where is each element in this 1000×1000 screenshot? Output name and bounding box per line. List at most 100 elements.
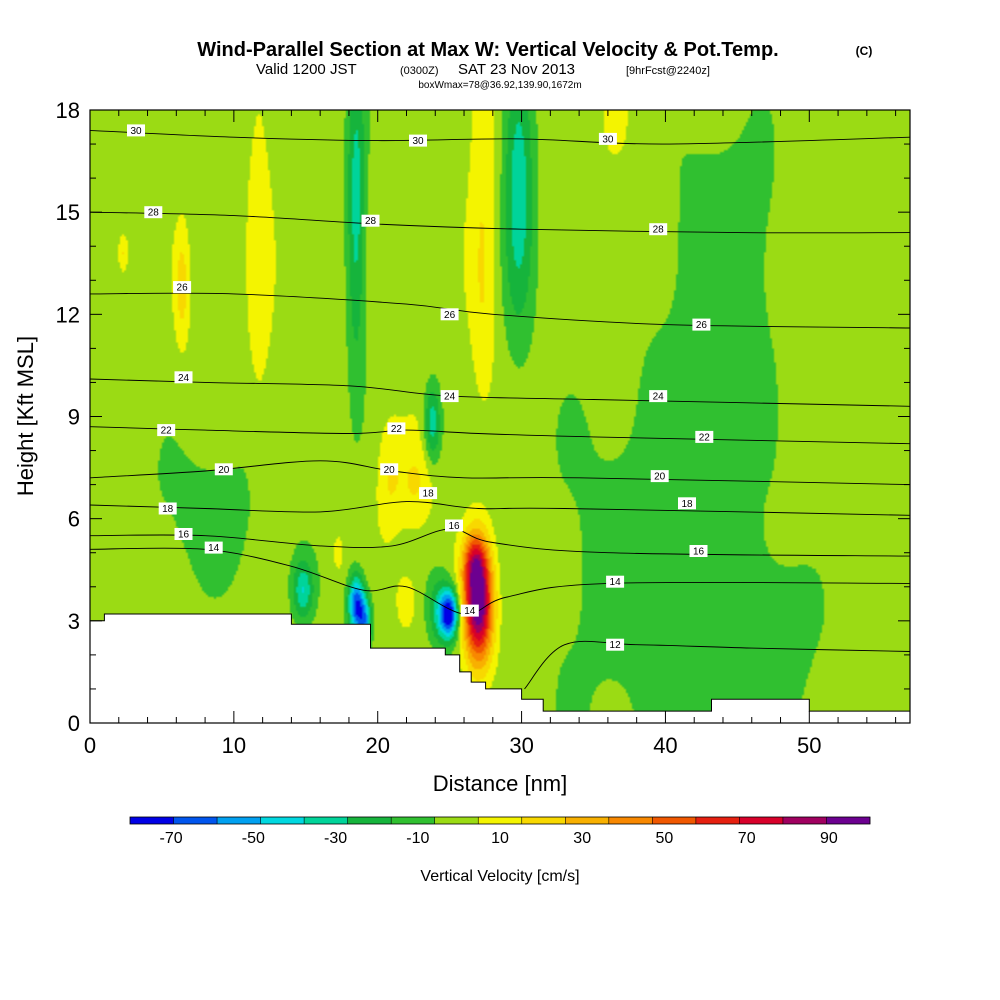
- theta-contour-label: 12: [606, 638, 625, 651]
- colorbar-swatch: [608, 817, 653, 824]
- theta-label-box: [650, 470, 669, 483]
- theta-label-box: [174, 371, 193, 384]
- chart-title-mark: (C): [856, 44, 873, 58]
- colorbar-swatch: [347, 817, 392, 824]
- theta-label-box: [144, 206, 163, 219]
- theta-label-text: 20: [384, 465, 396, 476]
- theta-label-text: 12: [610, 640, 622, 651]
- theta-label-box: [419, 487, 438, 500]
- theta-contour-label: 22: [157, 424, 176, 437]
- theta-contour-label: 18: [158, 502, 177, 515]
- theta-label-text: 28: [365, 216, 377, 227]
- theta-contour-label: 26: [692, 318, 711, 331]
- theta-contour-label: 18: [419, 487, 438, 500]
- theta-contour-label: 24: [440, 390, 459, 403]
- theta-label-box: [678, 497, 696, 510]
- theta-contour-labels: 30 30 30 28 28 28 26 26 26 24 24 24 22 22 22 20 20 20 18 18…: [127, 124, 714, 651]
- y-tick-label: 15: [56, 200, 80, 225]
- theta-label-box: [440, 308, 459, 321]
- colorbar-swatch: [217, 817, 261, 824]
- colorbar-tick-label: 90: [820, 830, 838, 847]
- theta-label-text: 24: [444, 392, 456, 403]
- colorbar-swatch: [173, 817, 218, 824]
- theta-label-text: 16: [178, 530, 190, 541]
- theta-contour-label: 20: [214, 463, 233, 476]
- theta-contour-20: [90, 460, 910, 486]
- theta-label-text: 18: [162, 504, 174, 515]
- y-tick-label: 12: [56, 302, 80, 327]
- theta-contour-label: 30: [409, 134, 427, 147]
- subtitle-utc: (0300Z): [400, 65, 439, 77]
- theta-contour-label: 14: [460, 604, 479, 617]
- y-tick-label: 3: [68, 609, 80, 634]
- theta-contour-label: 26: [440, 308, 459, 321]
- colorbar-swatch: [304, 817, 348, 824]
- theta-label-text: 24: [178, 373, 190, 384]
- theta-label-text: 16: [448, 521, 460, 532]
- colorbar-swatch: [521, 817, 566, 824]
- theta-contour-label: 30: [127, 124, 145, 137]
- theta-contour-label: 24: [174, 371, 193, 384]
- theta-label-box: [606, 638, 625, 651]
- theta-label-text: 28: [653, 225, 665, 236]
- x-tick-label: 50: [797, 733, 821, 758]
- x-tick-label: 30: [509, 733, 533, 758]
- theta-label-text: 24: [653, 392, 665, 403]
- x-axis: 0 10 20 30 40 50: [84, 110, 897, 758]
- theta-contours: [90, 129, 910, 690]
- chart-title: Wind-Parallel Section at Max W: Vertical…: [197, 39, 778, 61]
- theta-contour-label: 16: [445, 519, 463, 532]
- x-tick-label: 0: [84, 733, 96, 758]
- terrain-mask: [90, 613, 910, 723]
- theta-contour-label: 16: [174, 528, 193, 541]
- theta-contour-28: [90, 211, 910, 234]
- theta-label-text: 26: [177, 283, 189, 294]
- theta-label-text: 30: [130, 126, 142, 137]
- theta-label-box: [157, 424, 176, 437]
- theta-label-text: 22: [391, 424, 403, 435]
- y-tick-label: 6: [68, 507, 80, 532]
- colorbar-swatch: [391, 817, 436, 824]
- colorbar-swatch: [434, 817, 479, 824]
- theta-label-text: 22: [161, 426, 173, 437]
- theta-label-text: 30: [412, 136, 424, 147]
- theta-label-box: [409, 134, 427, 147]
- theta-contour-26: [90, 292, 910, 329]
- theta-label-text: 20: [218, 465, 230, 476]
- theta-label-box: [127, 124, 145, 137]
- theta-label-text: 18: [681, 499, 693, 510]
- theta-contour-label: 26: [173, 281, 192, 294]
- colorbar-tick-label: -70: [160, 830, 183, 847]
- theta-label-box: [445, 519, 463, 532]
- theta-label-box: [695, 430, 714, 443]
- theta-label-text: 30: [602, 134, 614, 145]
- colorbar-swatch: [260, 817, 305, 824]
- theta-label-text: 28: [148, 208, 160, 219]
- colorbar-tick-label: 70: [738, 830, 756, 847]
- theta-label-box: [606, 575, 625, 588]
- colorbar-swatch: [695, 817, 740, 824]
- theta-contour-14: [90, 547, 910, 615]
- theta-contour-label: 16: [689, 545, 708, 558]
- theta-label-text: 26: [444, 310, 456, 321]
- theta-label-box: [361, 214, 380, 227]
- theta-label-text: 18: [423, 489, 435, 500]
- colorbar-tick-label: -30: [324, 830, 347, 847]
- y-tick-label: 9: [68, 405, 80, 430]
- theta-label-text: 20: [654, 472, 666, 483]
- colorbar-swatch: [826, 817, 871, 824]
- theta-contour-label: 14: [204, 541, 223, 554]
- plot-area: 30 30 30 28 28 28 26 26 26 24 24 24 22 22 22 20 20 20 18 18…: [90, 110, 910, 723]
- y-axis: 0 3 6 9 12 15 18: [56, 98, 910, 736]
- theta-label-box: [174, 528, 193, 540]
- colorbar-swatch: [782, 817, 827, 824]
- theta-contour-label: 14: [606, 575, 625, 588]
- theta-contour-label: 28: [649, 223, 668, 236]
- x-tick-label: 40: [653, 733, 677, 758]
- theta-label-text: 22: [699, 432, 711, 443]
- colorbar-swatch: [478, 817, 523, 824]
- theta-contour-label: 22: [695, 430, 714, 443]
- subtitle-date: SAT 23 Nov 2013: [458, 61, 575, 78]
- theta-contour-30: [90, 129, 910, 145]
- colorbar-frame: [129, 816, 871, 825]
